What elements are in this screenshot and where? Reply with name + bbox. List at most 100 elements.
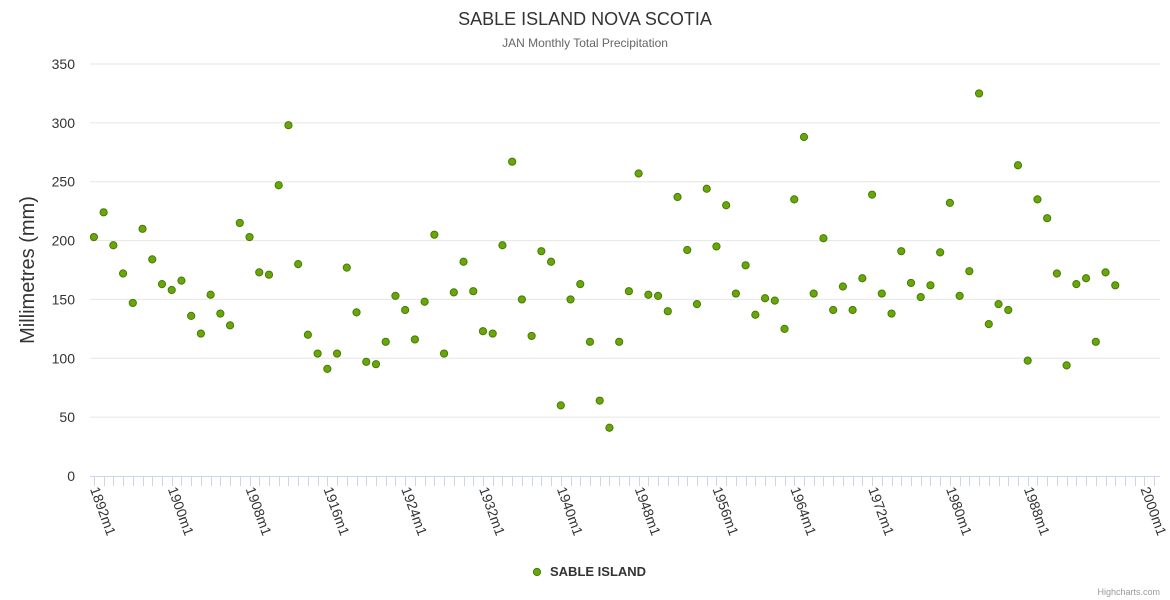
data-point[interactable] xyxy=(245,232,254,242)
data-point[interactable] xyxy=(546,257,556,266)
data-point[interactable] xyxy=(566,295,575,304)
data-point[interactable] xyxy=(926,281,935,290)
data-point[interactable] xyxy=(1062,361,1071,370)
data-point[interactable] xyxy=(216,309,225,318)
data-point[interactable] xyxy=(897,247,906,256)
data-point[interactable] xyxy=(644,290,653,299)
data-point[interactable] xyxy=(965,267,974,276)
data-point[interactable] xyxy=(605,423,614,432)
data-point[interactable] xyxy=(945,198,954,208)
data-point[interactable] xyxy=(362,357,371,366)
data-point[interactable] xyxy=(1004,305,1013,315)
data-point[interactable] xyxy=(1101,268,1110,277)
data-point[interactable] xyxy=(410,335,419,344)
data-point[interactable] xyxy=(653,291,663,300)
data-point[interactable] xyxy=(469,287,478,296)
data-point[interactable] xyxy=(576,280,585,289)
data-point[interactable] xyxy=(692,300,702,309)
data-point[interactable] xyxy=(809,289,818,298)
data-point[interactable] xyxy=(264,270,274,279)
data-point[interactable] xyxy=(235,218,244,228)
data-point[interactable] xyxy=(829,305,838,315)
data-point[interactable] xyxy=(994,300,1003,309)
data-point[interactable] xyxy=(712,242,721,251)
data-point[interactable] xyxy=(187,311,196,321)
data-point[interactable] xyxy=(294,260,303,269)
data-point[interactable] xyxy=(916,292,925,302)
data-point[interactable] xyxy=(381,337,390,346)
data-point[interactable] xyxy=(974,89,984,98)
data-point[interactable] xyxy=(877,289,886,298)
data-point[interactable] xyxy=(430,230,439,239)
data-point[interactable] xyxy=(770,296,779,305)
data-point[interactable] xyxy=(527,331,536,341)
data-point[interactable] xyxy=(255,268,264,277)
data-point[interactable] xyxy=(615,337,624,346)
data-point[interactable] xyxy=(118,269,128,278)
data-point[interactable] xyxy=(313,349,322,358)
data-point[interactable] xyxy=(196,329,205,338)
data-point[interactable] xyxy=(780,324,789,333)
data-point[interactable] xyxy=(517,295,526,304)
data-point[interactable] xyxy=(274,181,283,190)
data-point[interactable] xyxy=(488,329,497,338)
data-point[interactable] xyxy=(391,291,400,300)
legend-item-sable-island[interactable]: SABLE ISLAND xyxy=(532,564,646,579)
data-point[interactable] xyxy=(225,321,235,330)
data-point[interactable] xyxy=(1043,214,1052,223)
data-point[interactable] xyxy=(371,360,381,369)
data-point[interactable] xyxy=(89,232,98,242)
data-point[interactable] xyxy=(1081,274,1091,283)
data-point[interactable] xyxy=(634,169,643,178)
data-point[interactable] xyxy=(177,276,186,285)
data-point[interactable] xyxy=(819,234,828,243)
data-point[interactable] xyxy=(936,248,945,257)
data-point[interactable] xyxy=(537,247,546,256)
data-point[interactable] xyxy=(303,330,312,339)
data-point[interactable] xyxy=(760,294,770,303)
data-point[interactable] xyxy=(439,349,449,358)
data-point[interactable] xyxy=(420,297,429,306)
data-point[interactable] xyxy=(498,241,507,250)
data-point[interactable] xyxy=(508,157,517,166)
data-point[interactable] xyxy=(731,289,740,298)
data-point[interactable] xyxy=(683,245,692,255)
data-point[interactable] xyxy=(459,257,468,266)
data-point[interactable] xyxy=(624,287,633,296)
data-point[interactable] xyxy=(741,261,750,270)
data-point[interactable] xyxy=(323,364,332,373)
data-point[interactable] xyxy=(284,121,293,130)
data-point[interactable] xyxy=(1023,356,1032,365)
data-point[interactable] xyxy=(722,201,731,210)
data-point[interactable] xyxy=(352,308,361,317)
data-point[interactable] xyxy=(167,285,176,295)
data-point[interactable] xyxy=(401,305,410,315)
data-point[interactable] xyxy=(673,192,682,202)
data-point[interactable] xyxy=(148,255,157,264)
credits-link[interactable]: Highcharts.com xyxy=(1097,587,1160,597)
data-point[interactable] xyxy=(702,184,711,193)
data-point[interactable] xyxy=(1072,280,1081,289)
data-point[interactable] xyxy=(128,298,137,308)
data-point[interactable] xyxy=(1013,161,1023,170)
data-point[interactable] xyxy=(342,263,351,272)
data-point[interactable] xyxy=(595,396,604,405)
data-point[interactable] xyxy=(838,282,847,291)
data-point[interactable] xyxy=(751,310,760,319)
data-point[interactable] xyxy=(867,190,877,199)
data-point[interactable] xyxy=(1033,195,1042,204)
data-point[interactable] xyxy=(1052,269,1061,278)
data-point[interactable] xyxy=(109,241,118,250)
data-point[interactable] xyxy=(887,309,896,318)
data-point[interactable] xyxy=(332,349,342,358)
data-point[interactable] xyxy=(858,274,867,283)
data-point[interactable] xyxy=(157,280,167,289)
data-point[interactable] xyxy=(906,278,916,288)
data-point[interactable] xyxy=(478,327,488,336)
data-point[interactable] xyxy=(449,288,458,297)
data-point[interactable] xyxy=(1091,337,1100,346)
data-point[interactable] xyxy=(799,132,809,142)
data-point[interactable] xyxy=(585,337,595,346)
data-point[interactable] xyxy=(99,208,108,217)
data-point[interactable] xyxy=(138,224,147,233)
